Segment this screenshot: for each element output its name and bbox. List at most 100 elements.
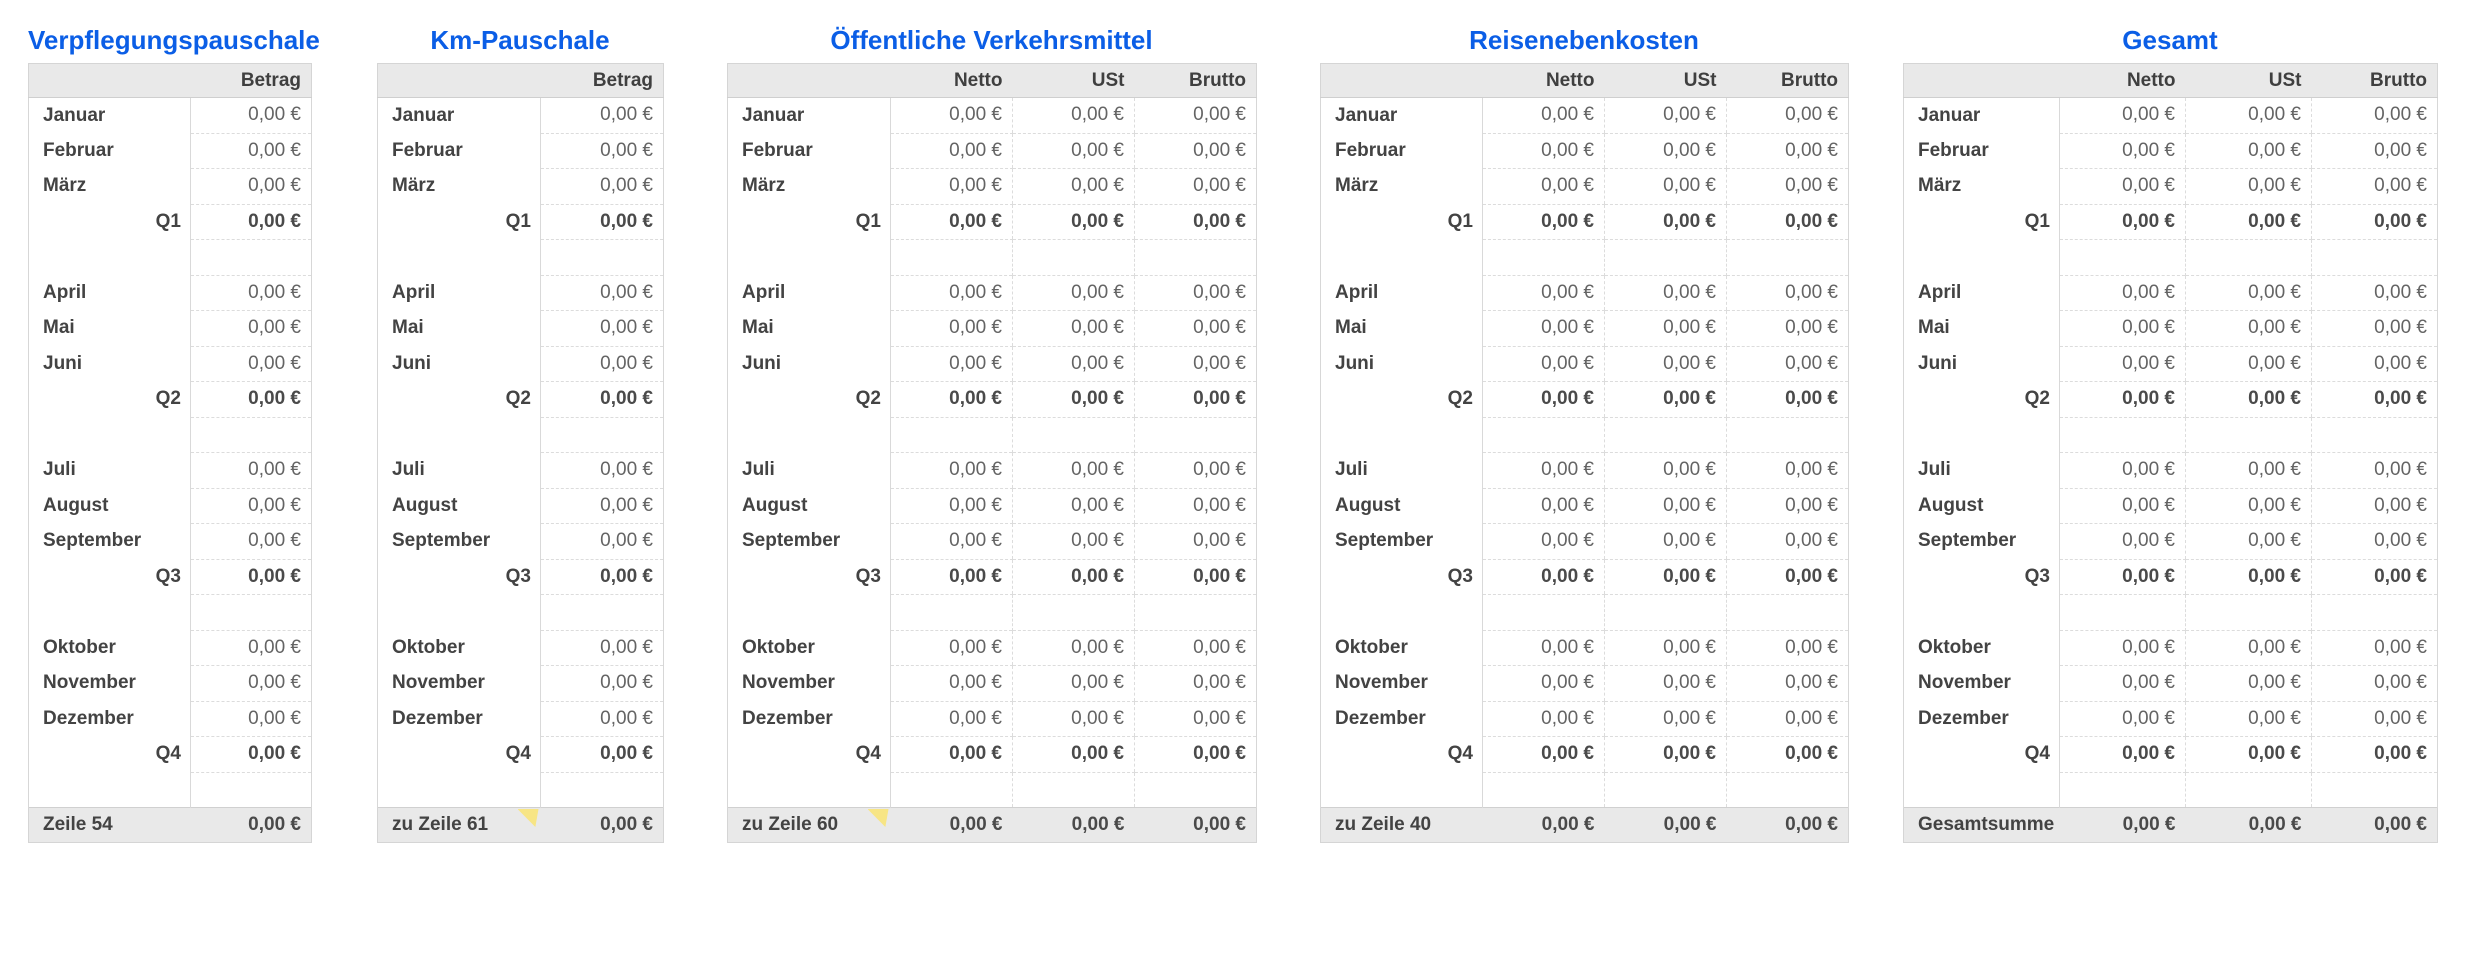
amount-cell[interactable]: 0,00 €: [2059, 665, 2186, 702]
amount-cell[interactable]: 0,00 €: [890, 97, 1013, 134]
amount-cell[interactable]: 0,00 €: [1482, 310, 1605, 347]
amount-cell[interactable]: 0,00 €: [1012, 310, 1135, 347]
amount-cell[interactable]: 0,00 €: [1604, 629, 1727, 666]
footer-label-cell[interactable]: zu Zeile 61: [377, 807, 541, 843]
footer-total-cell[interactable]: 0,00 €: [1482, 807, 1605, 843]
month-label-cell[interactable]: Januar: [377, 97, 541, 133]
amount-cell[interactable]: 0,00 €: [1482, 381, 1605, 418]
amount-cell[interactable]: 0,00 €: [1726, 487, 1849, 524]
quarter-label-cell[interactable]: Q3: [727, 559, 891, 595]
month-label-cell[interactable]: März: [377, 168, 541, 204]
amount-cell[interactable]: 0,00 €: [1726, 168, 1849, 205]
month-label-cell[interactable]: Juli: [377, 452, 541, 488]
column-header-ust[interactable]: USt: [1012, 63, 1135, 98]
month-label-cell[interactable]: Dezember: [377, 701, 541, 737]
amount-cell[interactable]: 0,00 €: [540, 558, 664, 595]
header-label-cell[interactable]: [1320, 63, 1483, 98]
amount-cell[interactable]: 0,00 €: [1012, 132, 1135, 169]
empty-amount-cell[interactable]: [1134, 239, 1257, 275]
footer-total-cell[interactable]: 0,00 €: [190, 807, 312, 843]
amount-cell[interactable]: 0,00 €: [1726, 132, 1849, 169]
column-header-brutto[interactable]: Brutto: [2311, 63, 2438, 98]
quarter-label-cell[interactable]: Q1: [1320, 204, 1483, 240]
amount-cell[interactable]: 0,00 €: [1726, 665, 1849, 702]
month-label-cell[interactable]: Dezember: [28, 701, 191, 737]
month-label-cell[interactable]: Februar: [1903, 133, 2060, 169]
amount-cell[interactable]: 0,00 €: [1134, 168, 1257, 205]
footer-total-cell[interactable]: 0,00 €: [2311, 807, 2438, 843]
amount-cell[interactable]: 0,00 €: [890, 665, 1013, 702]
amount-cell[interactable]: 0,00 €: [190, 629, 312, 666]
month-label-cell[interactable]: April: [1903, 275, 2060, 311]
empty-amount-cell[interactable]: [1482, 239, 1605, 275]
column-header-ust[interactable]: USt: [2185, 63, 2312, 98]
column-header-netto[interactable]: Netto: [1482, 63, 1605, 98]
amount-cell[interactable]: 0,00 €: [2059, 274, 2186, 311]
amount-cell[interactable]: 0,00 €: [2185, 310, 2312, 347]
quarter-label-cell[interactable]: Q4: [1320, 736, 1483, 772]
empty-amount-cell[interactable]: [1482, 594, 1605, 630]
footer-label-cell[interactable]: zu Zeile 60: [727, 807, 891, 843]
amount-cell[interactable]: 0,00 €: [2311, 487, 2438, 524]
amount-cell[interactable]: 0,00 €: [1012, 700, 1135, 737]
amount-cell[interactable]: 0,00 €: [1134, 381, 1257, 418]
month-label-cell[interactable]: August: [727, 488, 891, 524]
amount-cell[interactable]: 0,00 €: [2059, 487, 2186, 524]
amount-cell[interactable]: 0,00 €: [540, 629, 664, 666]
empty-amount-cell[interactable]: [540, 417, 664, 453]
amount-cell[interactable]: 0,00 €: [1604, 452, 1727, 489]
quarter-label-cell[interactable]: Q2: [377, 381, 541, 417]
column-header-netto[interactable]: Netto: [890, 63, 1013, 98]
month-label-cell[interactable]: Februar: [727, 133, 891, 169]
empty-amount-cell[interactable]: [2185, 417, 2312, 453]
empty-amount-cell[interactable]: [1604, 772, 1727, 808]
empty-amount-cell[interactable]: [2311, 594, 2438, 630]
quarter-label-cell[interactable]: Q2: [1320, 381, 1483, 417]
empty-amount-cell[interactable]: [2185, 239, 2312, 275]
amount-cell[interactable]: 0,00 €: [1726, 558, 1849, 595]
month-label-cell[interactable]: Mai: [1903, 310, 2060, 346]
quarter-label-cell[interactable]: Q4: [28, 736, 191, 772]
amount-cell[interactable]: 0,00 €: [2185, 487, 2312, 524]
amount-cell[interactable]: 0,00 €: [2185, 700, 2312, 737]
empty-amount-cell[interactable]: [890, 239, 1013, 275]
month-label-cell[interactable]: September: [28, 523, 191, 559]
amount-cell[interactable]: 0,00 €: [1134, 736, 1257, 773]
month-label-cell[interactable]: April: [727, 275, 891, 311]
footer-label-cell[interactable]: zu Zeile 40: [1320, 807, 1483, 843]
amount-cell[interactable]: 0,00 €: [1012, 203, 1135, 240]
amount-cell[interactable]: 0,00 €: [1482, 452, 1605, 489]
amount-cell[interactable]: 0,00 €: [1604, 97, 1727, 134]
header-label-cell[interactable]: [1903, 63, 2060, 98]
amount-cell[interactable]: 0,00 €: [190, 310, 312, 347]
amount-cell[interactable]: 0,00 €: [890, 345, 1013, 382]
amount-cell[interactable]: 0,00 €: [540, 203, 664, 240]
amount-cell[interactable]: 0,00 €: [890, 523, 1013, 560]
amount-cell[interactable]: 0,00 €: [1134, 452, 1257, 489]
month-label-cell[interactable]: Oktober: [28, 630, 191, 666]
empty-amount-cell[interactable]: [1012, 417, 1135, 453]
amount-cell[interactable]: 0,00 €: [1726, 736, 1849, 773]
month-label-cell[interactable]: Oktober: [1903, 630, 2060, 666]
amount-cell[interactable]: 0,00 €: [2059, 203, 2186, 240]
amount-cell[interactable]: 0,00 €: [2059, 345, 2186, 382]
quarter-label-cell[interactable]: Q1: [1903, 204, 2060, 240]
amount-cell[interactable]: 0,00 €: [890, 132, 1013, 169]
month-label-cell[interactable]: Dezember: [727, 701, 891, 737]
amount-cell[interactable]: 0,00 €: [190, 345, 312, 382]
amount-cell[interactable]: 0,00 €: [1012, 97, 1135, 134]
empty-amount-cell[interactable]: [2311, 417, 2438, 453]
amount-cell[interactable]: 0,00 €: [1134, 310, 1257, 347]
month-label-cell[interactable]: November: [727, 665, 891, 701]
footer-total-cell[interactable]: 0,00 €: [1012, 807, 1135, 843]
empty-label-cell[interactable]: [727, 417, 891, 453]
amount-cell[interactable]: 0,00 €: [2311, 629, 2438, 666]
empty-amount-cell[interactable]: [1134, 772, 1257, 808]
empty-label-cell[interactable]: [377, 239, 541, 275]
month-label-cell[interactable]: März: [727, 168, 891, 204]
amount-cell[interactable]: 0,00 €: [1134, 132, 1257, 169]
amount-cell[interactable]: 0,00 €: [890, 274, 1013, 311]
amount-cell[interactable]: 0,00 €: [890, 736, 1013, 773]
amount-cell[interactable]: 0,00 €: [1482, 665, 1605, 702]
amount-cell[interactable]: 0,00 €: [2059, 736, 2186, 773]
